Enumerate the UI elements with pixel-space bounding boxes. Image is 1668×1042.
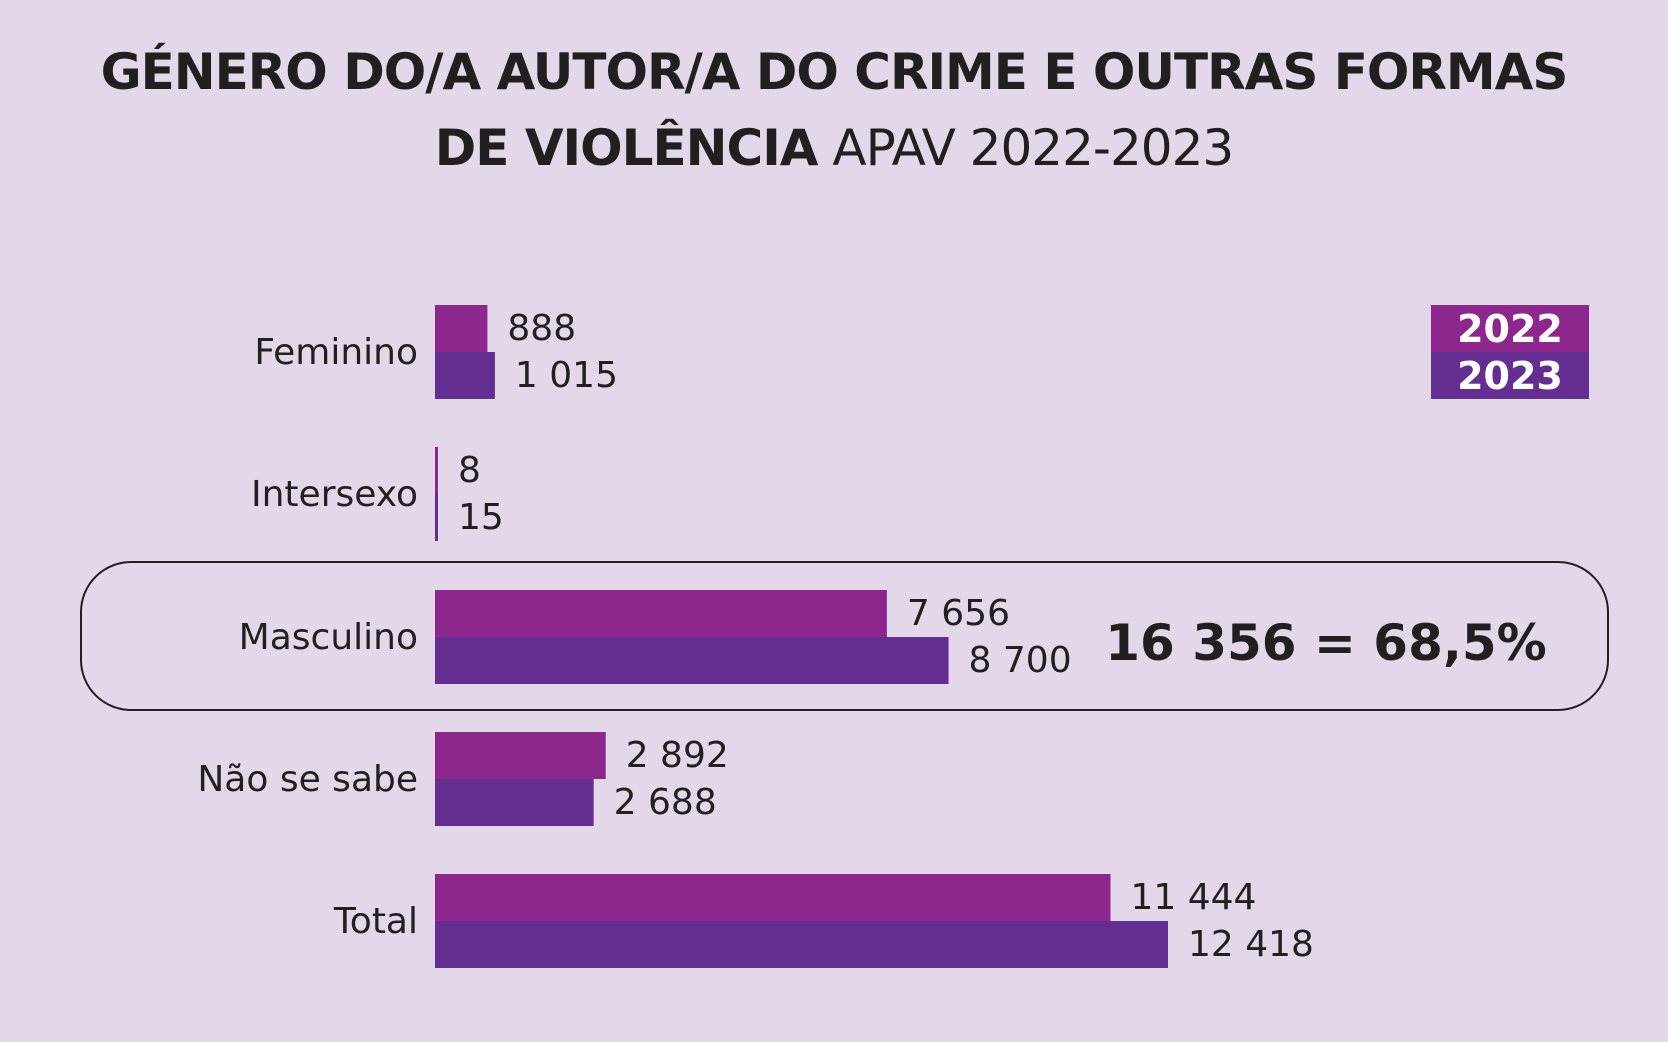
value-label-feminino-2023: 1 015 — [515, 355, 618, 396]
bar-total-2022 — [435, 874, 1111, 921]
category-label-masculino: Masculino — [239, 617, 418, 658]
legend-swatch-2022 — [1431, 305, 1589, 352]
legend-label-2023: 2023 — [1457, 354, 1563, 398]
bar-masculino-2023 — [435, 637, 949, 684]
value-label-masculino-2022: 7 656 — [907, 593, 1010, 634]
bar-feminino-2023 — [435, 352, 495, 399]
category-label-intersexo: Intersexo — [251, 474, 418, 515]
value-label-feminino-2022: 888 — [507, 308, 576, 349]
value-label-nao-se-sabe-2023: 2 688 — [614, 782, 717, 823]
title-bold-part-1: GÉNERO DO/A AUTOR/A DO CRIME E OUTRAS FO… — [100, 43, 1569, 101]
category-label-nao-se-sabe: Não se sabe — [197, 759, 418, 800]
bar-total-2023 — [435, 921, 1168, 968]
category-label-total: Total — [333, 901, 418, 942]
bar-intersexo-2022 — [435, 447, 438, 494]
bar-nao-se-sabe-2023 — [435, 779, 594, 826]
bar-intersexo-2023 — [435, 494, 438, 541]
chart-title-line-1: GÉNERO DO/A AUTOR/A DO CRIME E OUTRAS FO… — [0, 42, 1668, 102]
value-label-total-2023: 12 418 — [1188, 924, 1314, 965]
callout-text-masculino: 16 356 = 68,5% — [1105, 614, 1547, 672]
callout-box-masculino — [80, 561, 1609, 711]
value-label-total-2022: 11 444 — [1131, 877, 1257, 918]
value-label-nao-se-sabe-2022: 2 892 — [626, 735, 729, 776]
bar-nao-se-sabe-2022 — [435, 732, 606, 779]
bar-feminino-2022 — [435, 305, 488, 352]
category-label-feminino: Feminino — [254, 332, 418, 373]
legend-label-2022: 2022 — [1457, 307, 1563, 351]
title-bold-part-2: DE VIOLÊNCIA — [434, 119, 819, 177]
chart-title-line-2: DE VIOLÊNCIA APAV 2022-2023 — [0, 118, 1668, 178]
value-label-masculino-2023: 8 700 — [969, 640, 1072, 681]
value-label-intersexo-2023: 15 — [458, 497, 504, 538]
value-label-intersexo-2022: 8 — [458, 450, 481, 491]
legend-swatch-2023 — [1431, 352, 1589, 399]
title-light-part: APAV 2022-2023 — [817, 119, 1234, 177]
bar-masculino-2022 — [435, 590, 887, 637]
